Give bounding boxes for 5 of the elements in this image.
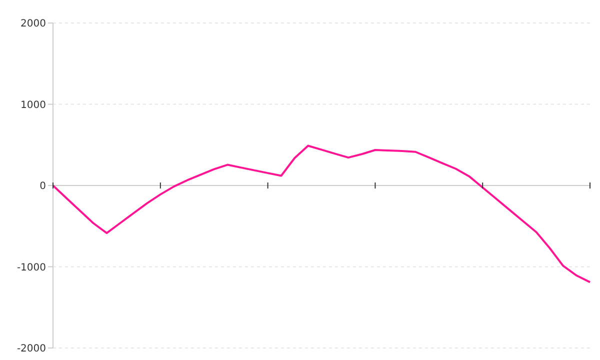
y-tick-label: 1000 <box>20 100 46 111</box>
y-tick-label: 2000 <box>20 18 46 30</box>
y-tick-label: -2000 <box>16 344 46 355</box>
y-tick-label: -1000 <box>16 262 46 274</box>
y-tick-label: 0 <box>40 181 46 192</box>
